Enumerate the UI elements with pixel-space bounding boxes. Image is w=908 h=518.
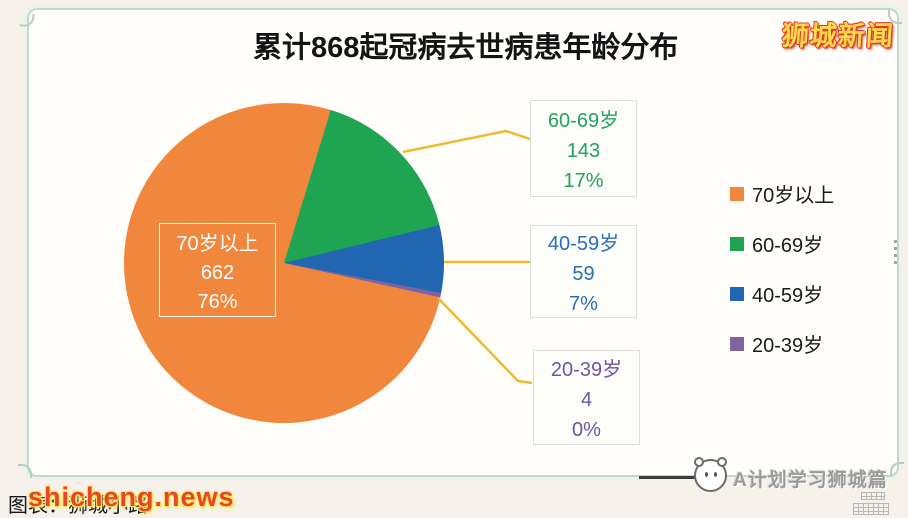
frame-corner-bracket-icon — [888, 10, 902, 24]
legend-swatch-icon — [730, 286, 744, 301]
account-name: A计划学习狮城篇 — [733, 470, 888, 491]
slice-value: 662 — [200, 261, 235, 284]
legend-swatch-icon — [730, 336, 744, 351]
slice-percent: 17% — [563, 170, 604, 192]
legend-label: 70岁以上 — [752, 185, 835, 207]
legend-swatch-icon — [730, 236, 744, 251]
chart-credit-caption: 图表：狮城小路 — [8, 495, 148, 517]
legend-item-70plus: 70岁以上 — [730, 182, 835, 207]
drag-handle-dots-icon[interactable] — [894, 240, 897, 266]
legend-label: 60-69岁 — [752, 235, 824, 257]
tiny-grid-icon — [853, 503, 889, 515]
panda-logo-icon — [694, 457, 727, 492]
slice-category: 20-39岁 — [550, 359, 623, 381]
slice-percent: 7% — [569, 293, 598, 315]
tiny-grid-icon — [861, 492, 885, 500]
frame-corner-curl-icon — [18, 464, 32, 478]
site-watermark: shicheng.news — [28, 482, 235, 512]
legend: 70岁以上 60-69岁 40-59岁 20-39岁 — [730, 182, 834, 382]
legend-swatch-icon — [730, 186, 744, 201]
slice-value: 4 — [580, 389, 593, 411]
slice-category: 40-59岁 — [547, 233, 620, 255]
pie-label-70plus: 70岁以上 662 76% — [159, 223, 276, 317]
slice-category: 60-69岁 — [547, 110, 620, 132]
footer-divider — [639, 476, 695, 479]
callout-60-69: 60-69岁 143 17% — [530, 100, 637, 197]
slice-percent: 76% — [197, 290, 238, 313]
panda-eye-icon — [714, 472, 717, 477]
callout-20-39: 20-39岁 4 0% — [533, 350, 640, 445]
slice-category: 70岁以上 — [176, 232, 259, 255]
panda-ear-icon — [694, 457, 704, 467]
slice-value: 59 — [572, 263, 595, 285]
panda-eye-icon — [705, 472, 708, 477]
slice-percent: 0% — [572, 419, 601, 441]
legend-item-40-59: 40-59岁 — [730, 282, 834, 307]
panda-ear-icon — [717, 457, 727, 467]
chart-title: 累计868起冠病去世病患年龄分布 — [253, 32, 679, 64]
frame-corner-bracket-icon — [890, 462, 904, 476]
legend-item-20-39: 20-39岁 — [730, 332, 834, 357]
callout-40-59: 40-59岁 59 7% — [530, 225, 637, 318]
legend-label: 40-59岁 — [752, 285, 824, 307]
pie-chart — [124, 103, 444, 423]
legend-item-60-69: 60-69岁 — [730, 232, 834, 257]
legend-label: 20-39岁 — [752, 335, 824, 357]
slice-value: 143 — [566, 140, 601, 162]
